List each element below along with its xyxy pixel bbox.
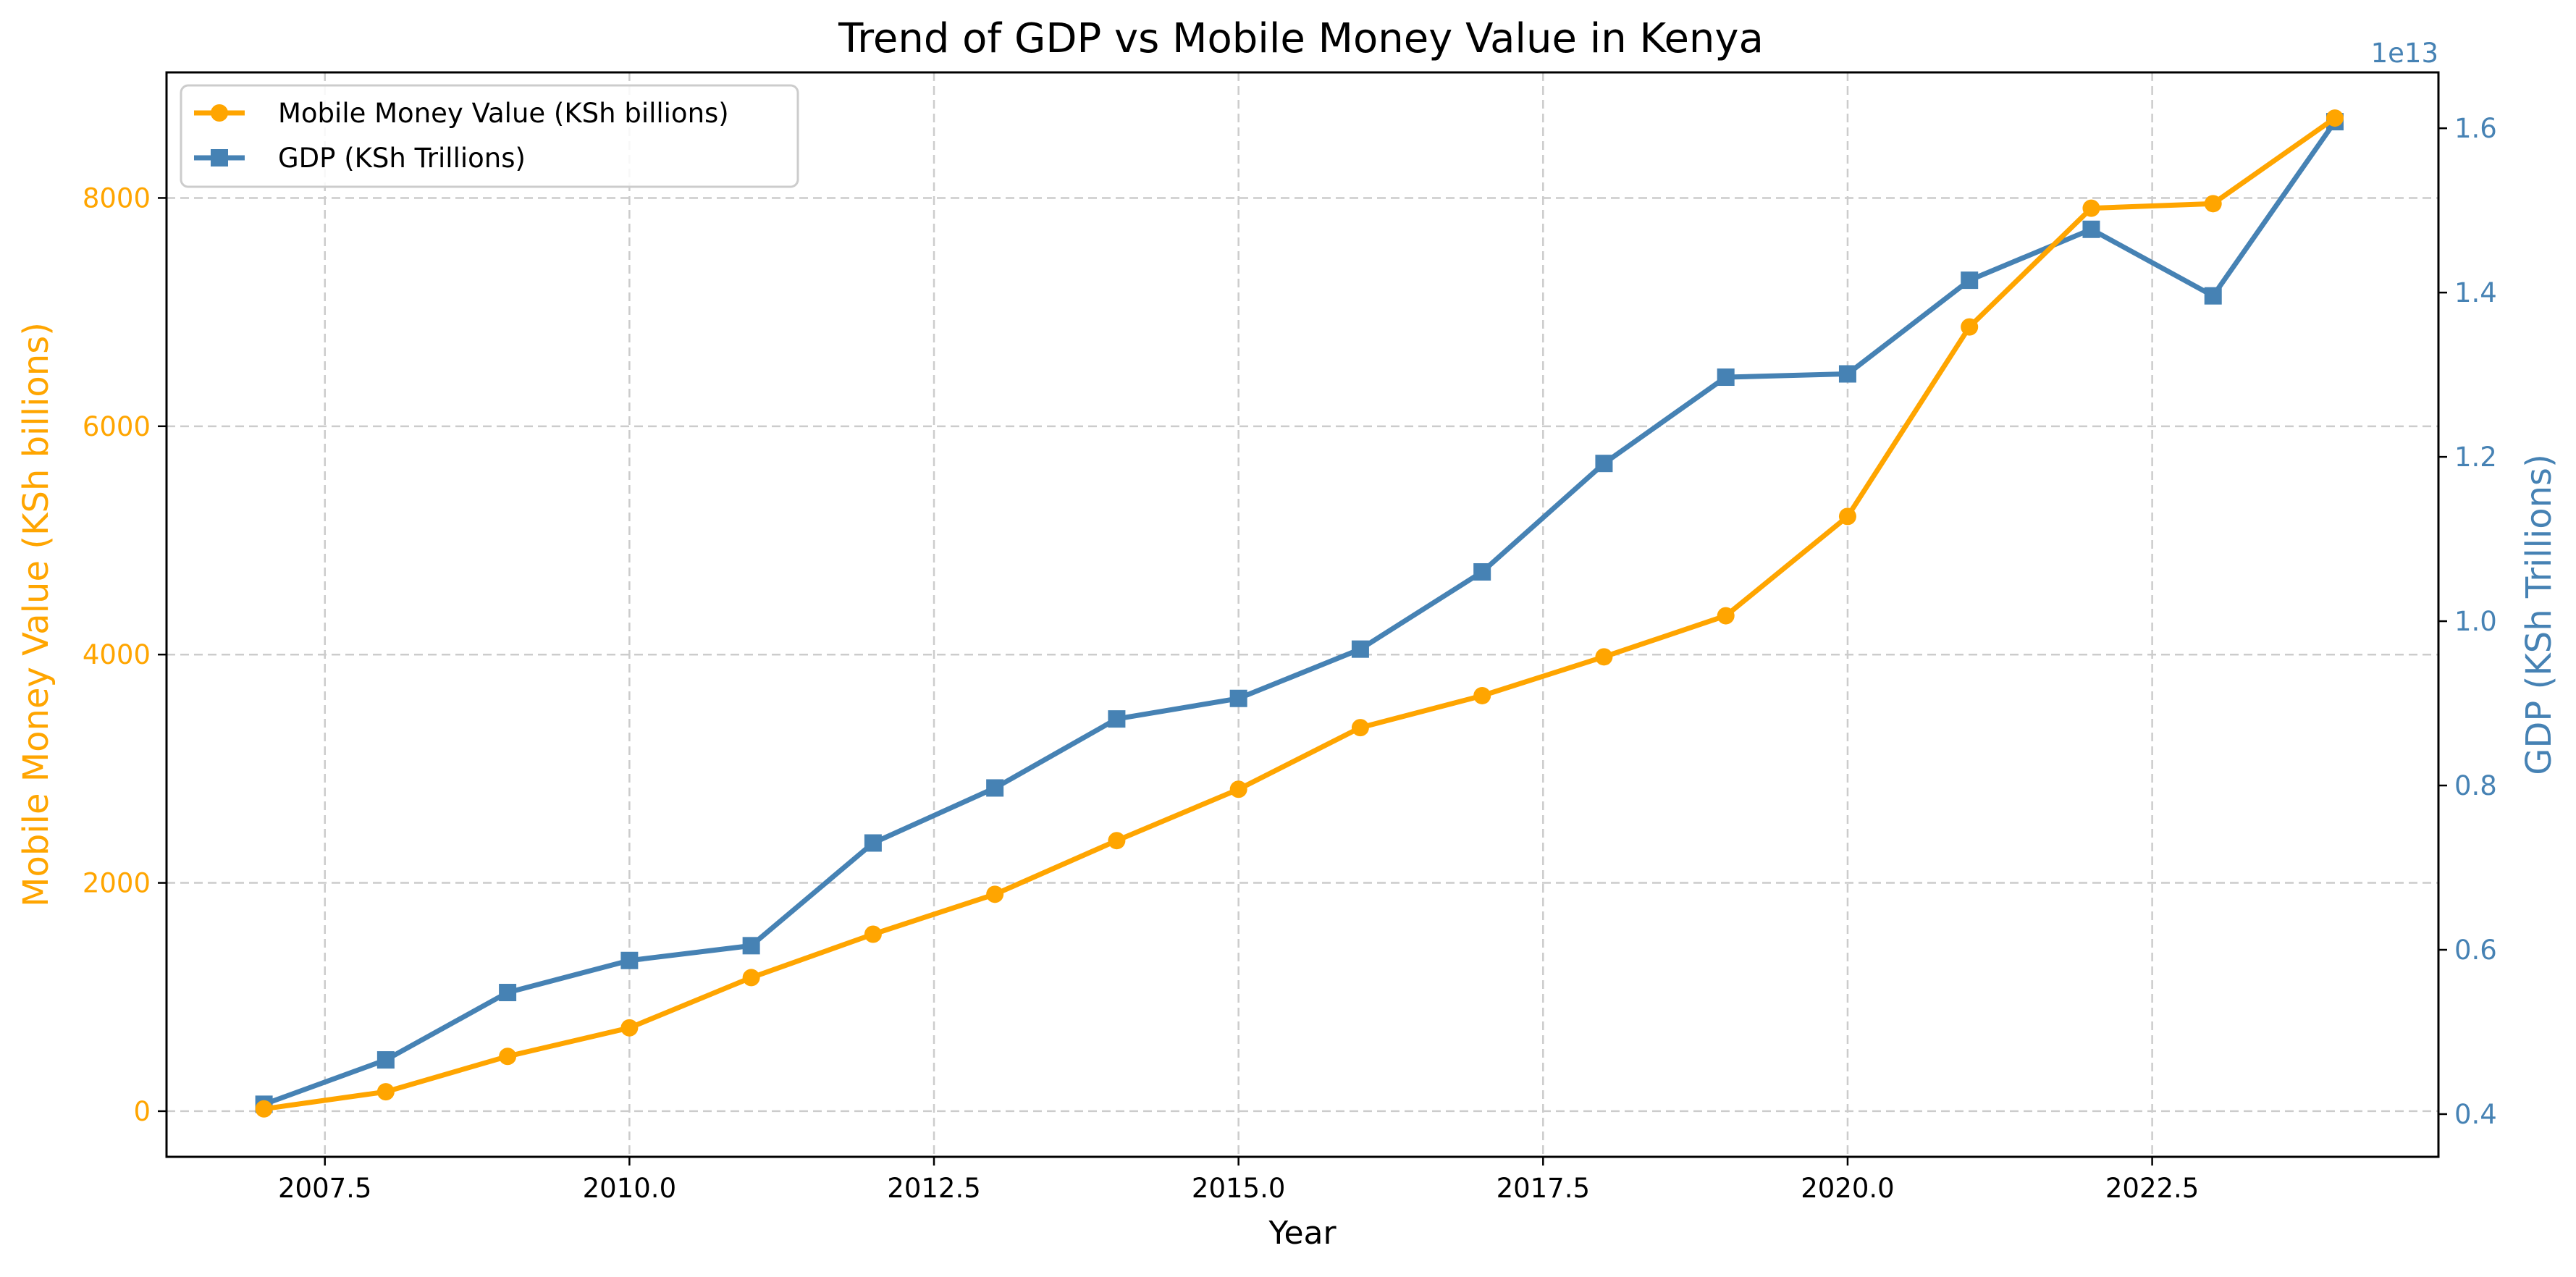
data-point-gdp bbox=[1108, 710, 1126, 728]
x-tick-label: 2007.5 bbox=[278, 1173, 371, 1204]
data-point-mobile-money bbox=[620, 1019, 639, 1037]
data-point-mobile-money bbox=[1108, 832, 1126, 850]
chart-title: Trend of GDP vs Mobile Money Value in Ke… bbox=[838, 15, 1764, 62]
data-point-gdp bbox=[376, 1051, 395, 1069]
series-mobile-money bbox=[255, 109, 2344, 1118]
grid-lines bbox=[167, 72, 2438, 1157]
data-point-gdp bbox=[2082, 220, 2100, 238]
x-tick-label: 2015.0 bbox=[1192, 1173, 1285, 1204]
data-point-mobile-money bbox=[1229, 780, 1247, 798]
data-point-gdp bbox=[864, 834, 882, 852]
legend-label-gdp: GDP (KSh Trillions) bbox=[278, 143, 526, 174]
right-y-tick-label: 1.0 bbox=[2454, 606, 2497, 637]
data-point-gdp bbox=[1229, 689, 1247, 707]
right-axis-offset-label: 1e13 bbox=[2371, 38, 2438, 69]
data-point-mobile-money bbox=[1351, 719, 1369, 737]
left-y-axis-ticks: 0 2000 4000 6000 8000 bbox=[83, 182, 167, 1127]
data-point-gdp bbox=[1595, 455, 1613, 473]
legend-marker-gdp bbox=[211, 149, 228, 167]
right-y-axis-label: GDP (KSh Trillions) bbox=[2519, 454, 2559, 775]
right-y-tick-label: 1.6 bbox=[2454, 113, 2497, 144]
data-point-mobile-money bbox=[2325, 109, 2344, 127]
series-line-mobile-money bbox=[261, 115, 2338, 1112]
legend: Mobile Money Value (KSh billions) GDP (K… bbox=[180, 84, 799, 188]
data-point-mobile-money bbox=[255, 1100, 273, 1118]
left-y-tick-label: 0 bbox=[133, 1096, 151, 1127]
x-tick-label: 2012.5 bbox=[887, 1173, 980, 1204]
data-point-mobile-money bbox=[1838, 507, 1856, 526]
x-tick-label: 2020.0 bbox=[1801, 1173, 1894, 1204]
x-tick-label: 2010.0 bbox=[583, 1173, 676, 1204]
data-point-mobile-money bbox=[864, 925, 882, 943]
data-point-gdp bbox=[620, 951, 639, 969]
left-y-tick-label: 6000 bbox=[83, 411, 151, 442]
right-y-tick-label: 0.4 bbox=[2454, 1099, 2497, 1130]
left-y-tick-label: 2000 bbox=[83, 868, 151, 899]
right-y-tick-label: 1.2 bbox=[2454, 442, 2497, 473]
plot-frame bbox=[165, 71, 2440, 1158]
data-point-mobile-money bbox=[376, 1083, 395, 1101]
x-tick-label: 2022.5 bbox=[2105, 1173, 2199, 1204]
legend-box bbox=[180, 84, 799, 188]
data-point-gdp bbox=[1717, 368, 1735, 387]
data-point-gdp bbox=[986, 779, 1004, 797]
x-tick-label: 2017.5 bbox=[1497, 1173, 1590, 1204]
x-axis-label: Year bbox=[1268, 1215, 1337, 1252]
left-y-axis-label: Mobile Money Value (KSh billions) bbox=[16, 322, 56, 907]
data-point-mobile-money bbox=[1595, 648, 1613, 666]
data-point-mobile-money bbox=[2204, 195, 2222, 213]
left-y-tick-label: 4000 bbox=[83, 639, 151, 670]
x-axis-ticks: 2007.5 2010.0 2012.5 2015.0 2017.5 2020.0 2022… bbox=[278, 1157, 2199, 1204]
data-point-mobile-money bbox=[986, 885, 1004, 903]
right-y-axis-ticks: 0.4 0.6 0.8 1.0 1.2 1.4 1.6 bbox=[2438, 113, 2497, 1130]
data-point-mobile-money bbox=[499, 1048, 517, 1066]
data-point-gdp bbox=[499, 984, 517, 1002]
data-point-gdp bbox=[1961, 271, 1979, 290]
right-y-tick-label: 0.8 bbox=[2454, 770, 2497, 801]
data-point-gdp bbox=[1351, 640, 1369, 658]
series-gdp bbox=[255, 113, 2344, 1113]
data-point-gdp bbox=[2204, 287, 2222, 305]
left-y-tick-label: 8000 bbox=[83, 182, 151, 214]
right-y-tick-label: 0.6 bbox=[2454, 935, 2497, 966]
right-y-tick-label: 1.4 bbox=[2454, 277, 2497, 308]
series-layer bbox=[255, 109, 2344, 1118]
data-point-gdp bbox=[742, 937, 760, 955]
data-point-mobile-money bbox=[2082, 199, 2100, 217]
legend-label-mobile-money: Mobile Money Value (KSh billions) bbox=[278, 98, 729, 129]
data-point-mobile-money bbox=[742, 969, 760, 987]
data-point-mobile-money bbox=[1961, 318, 1979, 336]
data-point-gdp bbox=[1838, 365, 1856, 383]
data-point-mobile-money bbox=[1473, 686, 1491, 704]
legend-marker-mobile-money bbox=[211, 104, 228, 122]
series-line-gdp bbox=[261, 119, 2338, 1107]
data-point-mobile-money bbox=[1717, 607, 1735, 625]
data-point-gdp bbox=[1473, 562, 1491, 581]
